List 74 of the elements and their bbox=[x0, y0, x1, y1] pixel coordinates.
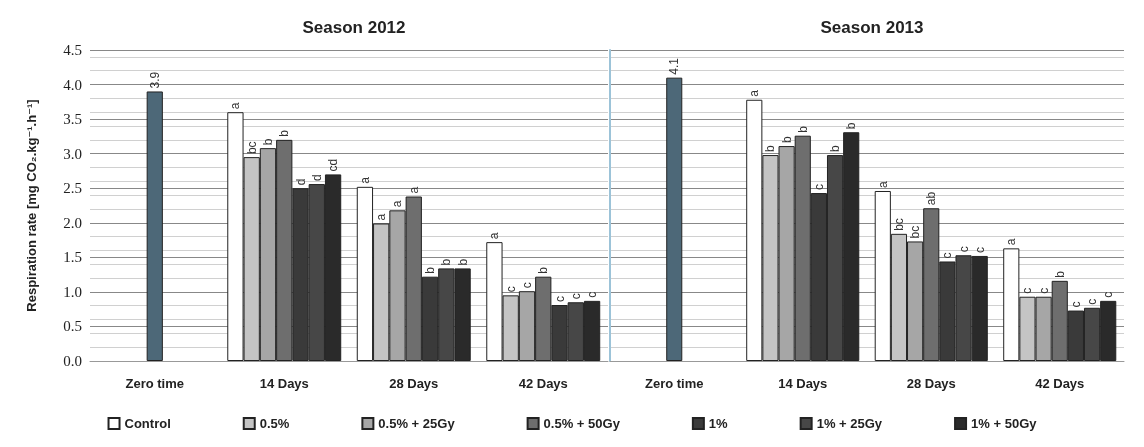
data-label: d bbox=[309, 174, 324, 182]
data-label: a bbox=[875, 180, 890, 188]
x-tick-label: Zero time bbox=[644, 376, 704, 391]
legend-label: 0.5% + 50Gy bbox=[543, 416, 621, 431]
data-label: 3.9 bbox=[147, 71, 162, 89]
data-label: c bbox=[1068, 301, 1083, 308]
x-tick-label: 42 Days bbox=[1035, 376, 1085, 391]
legend-label: 1% + 25Gy bbox=[816, 416, 883, 431]
data-label: b bbox=[828, 145, 843, 153]
data-label: a bbox=[357, 176, 372, 184]
data-label: a bbox=[228, 102, 243, 110]
data-label: c bbox=[972, 246, 987, 253]
y-tick-label: 4.0 bbox=[63, 76, 82, 93]
data-label: b bbox=[763, 145, 778, 153]
legend-label: 0.5% bbox=[259, 416, 290, 431]
data-label: c bbox=[940, 252, 955, 259]
data-label: b bbox=[423, 266, 438, 274]
data-label: d bbox=[293, 178, 308, 186]
x-tick-label: 28 Days bbox=[906, 376, 956, 391]
data-label: bc bbox=[244, 141, 259, 155]
data-label: c bbox=[1036, 287, 1051, 294]
data-label: c bbox=[503, 286, 518, 293]
x-tick-label: 42 Days bbox=[518, 376, 568, 391]
data-label: bc bbox=[891, 218, 906, 231]
data-label: c bbox=[1085, 298, 1100, 305]
x-tick-label: Zero time bbox=[125, 376, 185, 391]
legend-label: Control bbox=[124, 416, 171, 431]
bar bbox=[146, 91, 163, 361]
y-tick-label: 2.0 bbox=[63, 214, 82, 231]
data-label: ab bbox=[924, 191, 939, 206]
legend-label: 1% + 50Gy bbox=[971, 416, 1038, 431]
y-tick-label: 0.0 bbox=[63, 353, 82, 369]
data-label: b bbox=[260, 138, 275, 146]
data-label: a bbox=[390, 200, 405, 208]
chart-title: Season 2013 bbox=[820, 18, 924, 37]
data-label: c bbox=[811, 184, 826, 191]
y-tick-label: 2.5 bbox=[63, 180, 82, 197]
y-tick-label: 3.0 bbox=[63, 145, 82, 162]
data-label: b bbox=[1052, 270, 1067, 278]
data-label: 4.1 bbox=[667, 57, 682, 75]
x-tick-label: 14 Days bbox=[259, 376, 309, 391]
data-label: b bbox=[779, 136, 794, 144]
y-tick-label: 1.5 bbox=[63, 249, 82, 266]
x-tick-label: 28 Days bbox=[389, 376, 439, 391]
data-label: cd bbox=[326, 158, 341, 172]
chart-title: Season 2012 bbox=[302, 18, 406, 37]
data-label: a bbox=[487, 232, 502, 240]
y-tick-label: 0.5 bbox=[63, 318, 82, 335]
data-label: c bbox=[519, 282, 534, 289]
data-label: c bbox=[1101, 291, 1116, 298]
data-label: c bbox=[956, 246, 971, 253]
legend-label: 0.5% + 25Gy bbox=[378, 416, 456, 431]
data-label: b bbox=[439, 258, 454, 266]
data-label: b bbox=[536, 266, 551, 274]
y-tick-label: 1.0 bbox=[63, 283, 82, 300]
data-label: bc bbox=[908, 225, 923, 239]
data-label: a bbox=[374, 213, 389, 221]
data-label: a bbox=[406, 186, 421, 194]
bar bbox=[666, 77, 683, 361]
data-label: c bbox=[552, 296, 567, 303]
data-label: b bbox=[844, 122, 859, 130]
data-label: c bbox=[568, 293, 583, 300]
y-tick-label: 4.5 bbox=[63, 42, 82, 58]
data-label: c bbox=[585, 291, 600, 298]
data-label: a bbox=[747, 89, 762, 97]
data-label: a bbox=[1004, 238, 1019, 246]
data-label: b bbox=[277, 129, 292, 137]
data-label: c bbox=[1020, 287, 1035, 294]
data-label: b bbox=[455, 258, 470, 266]
data-label: b bbox=[795, 125, 810, 133]
y-tick-label: 3.5 bbox=[63, 111, 82, 128]
x-tick-label: 14 Days bbox=[778, 376, 828, 391]
y-axis-title: Respiration rate [mg CO₂.kg⁻¹.h⁻¹] bbox=[24, 99, 39, 312]
legend-label: 1% bbox=[708, 416, 729, 431]
